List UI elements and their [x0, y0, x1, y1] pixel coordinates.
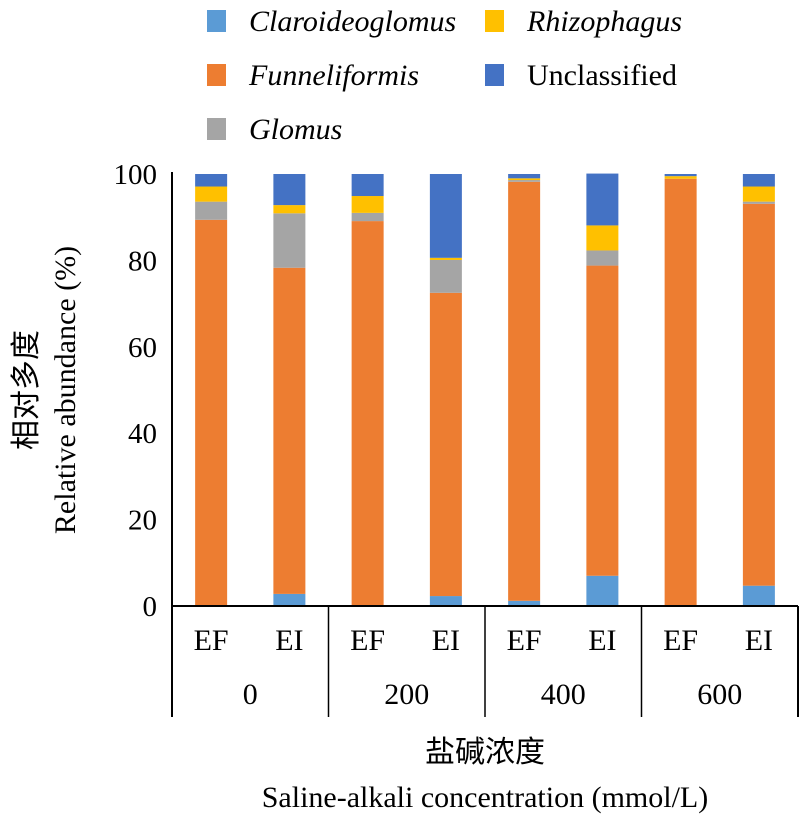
y-tick-label: 60 — [128, 332, 157, 364]
bar-segment-glomus-0 — [195, 201, 228, 220]
bar-segment-funneliformis-1 — [273, 267, 306, 594]
bar-segment-glomus-7 — [742, 201, 775, 204]
x-group-label: 0 — [243, 678, 258, 711]
axes — [171, 172, 799, 717]
legend-item-rhizophagus: Rhizophagus — [485, 5, 682, 38]
bar-segment-claroideoglomus-5 — [586, 575, 619, 606]
legend-label: Funneliformis — [248, 59, 419, 92]
y-tick-label: 20 — [128, 505, 157, 537]
bar-segment-claroideoglomus-7 — [742, 585, 775, 606]
legend-swatch — [485, 64, 504, 86]
bar-segment-funneliformis-3 — [429, 292, 462, 597]
legend-item-glomus: Glomus — [207, 113, 342, 146]
bar-segment-funneliformis-2 — [351, 221, 384, 606]
legend-item-claroideoglomus: Claroideoglomus — [207, 5, 456, 38]
bar-segment-claroideoglomus-4 — [508, 600, 541, 606]
legend-swatch — [207, 118, 226, 140]
x-category-label: EI — [588, 624, 616, 657]
legend-label: Unclassified — [527, 59, 677, 92]
bar-segment-rhizophagus-3 — [429, 257, 462, 260]
y-axis-title: Relative abundance (%) — [49, 246, 82, 534]
bar-segment-funneliformis-5 — [586, 265, 619, 576]
x-group-label: 200 — [384, 678, 429, 711]
x-group-label: 400 — [541, 678, 586, 711]
y-ticks: 0 20 40 60 80 100 — [114, 159, 158, 623]
legend-swatch — [485, 10, 504, 32]
bar-segment-claroideoglomus-3 — [429, 596, 462, 606]
bar-segment-glomus-1 — [273, 213, 306, 268]
bars — [195, 173, 775, 607]
bar-segment-funneliformis-7 — [742, 203, 775, 586]
x-axis-title: Saline-alkali concentration (mmol/L) — [262, 781, 709, 814]
x-category-label: EI — [275, 624, 303, 657]
legend-swatch — [207, 64, 226, 86]
x-groups: 0 200 400 600 — [243, 678, 742, 711]
x-group-label: 600 — [697, 678, 742, 711]
y-axis-title-cn: 相对多度 — [10, 330, 43, 450]
y-tick-label: 40 — [128, 418, 157, 450]
bar-segment-unclassified-4 — [508, 174, 541, 179]
legend-label: Claroideoglomus — [249, 5, 456, 38]
y-tick-label: 80 — [128, 245, 157, 277]
bar-segment-glomus-4 — [508, 180, 541, 182]
bar-segment-glomus-5 — [586, 250, 619, 266]
bar-segment-unclassified-1 — [273, 174, 306, 206]
bar-segment-funneliformis-0 — [195, 219, 228, 607]
bar-segment-funneliformis-6 — [664, 178, 697, 606]
legend-label: Rhizophagus — [526, 5, 682, 38]
x-category-label: EI — [432, 624, 460, 657]
bar-segment-rhizophagus-6 — [664, 176, 697, 179]
x-category-label: EF — [507, 624, 542, 657]
x-category-label: EF — [350, 624, 385, 657]
bar-segment-glomus-2 — [351, 212, 384, 222]
x-category-label: EF — [663, 624, 698, 657]
bar-segment-unclassified-6 — [664, 174, 697, 177]
bar-segment-unclassified-2 — [351, 174, 384, 197]
bar-segment-unclassified-5 — [586, 173, 619, 226]
x-axis-title-cn: 盐碱浓度 — [425, 736, 545, 769]
bar-segment-unclassified-0 — [195, 174, 228, 187]
bar-segment-glomus-3 — [429, 259, 462, 293]
y-tick-label: 0 — [143, 591, 158, 623]
bar-segment-claroideoglomus-1 — [273, 593, 306, 606]
legend-item-funneliformis: Funneliformis — [207, 59, 419, 92]
bar-segment-funneliformis-4 — [508, 181, 541, 601]
legend-label: Glomus — [249, 113, 342, 146]
x-category-label: EI — [745, 624, 773, 657]
bar-segment-rhizophagus-0 — [195, 186, 228, 202]
legend-item-unclassified: Unclassified — [485, 59, 677, 92]
y-tick-label: 100 — [114, 159, 158, 191]
bar-segment-rhizophagus-1 — [273, 205, 306, 214]
x-category-label: EF — [194, 624, 229, 657]
bar-segment-rhizophagus-4 — [508, 178, 541, 181]
x-categories: EF EI EF EI EF EI EF EI — [194, 624, 773, 657]
legend-swatch — [207, 10, 226, 32]
bar-segment-unclassified-3 — [429, 174, 462, 258]
legend: Claroideoglomus Rhizophagus Funneliformis U… — [207, 5, 682, 146]
bar-segment-rhizophagus-5 — [586, 225, 619, 251]
bar-segment-rhizophagus-2 — [351, 196, 384, 213]
bar-segment-rhizophagus-7 — [742, 186, 775, 202]
bar-segment-unclassified-7 — [742, 174, 775, 187]
